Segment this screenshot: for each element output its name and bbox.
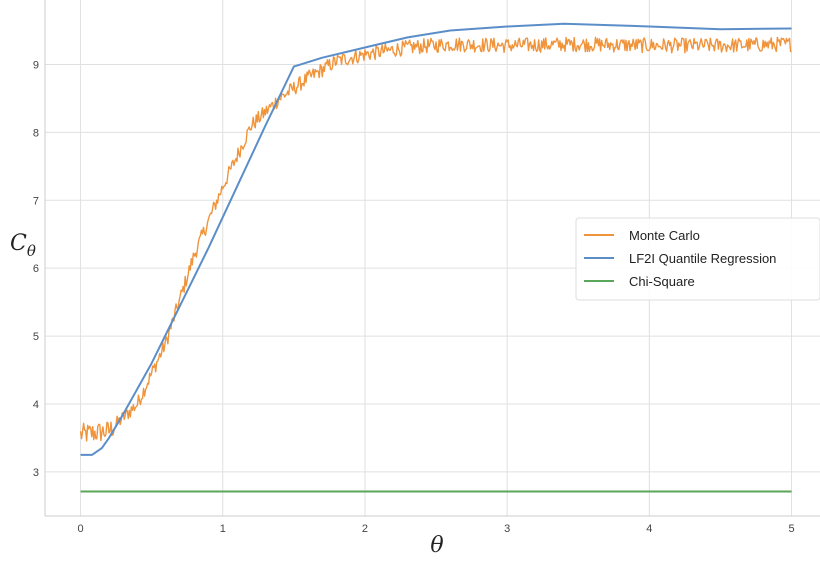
y-axis-label-main: C: [10, 231, 27, 256]
y-tick-label: 8: [33, 127, 39, 139]
legend-label: Monte Carlo: [629, 228, 700, 243]
x-tick-label: 4: [646, 523, 652, 535]
series-layer: [79, 22, 792, 493]
y-tick-label: 6: [33, 263, 39, 275]
legend: Monte Carlo LF2I Quantile Regression Chi-S…: [575, 217, 820, 301]
axes: [44, 0, 820, 517]
legend-box: [575, 217, 820, 301]
series-line-0: [79, 36, 792, 442]
y-tick-label: 4: [33, 399, 39, 411]
ticks: 0 1 2 3 4 5 3 4 5 6 7 8 9: [33, 60, 795, 536]
y-axis-label: Cθ: [10, 231, 36, 260]
x-axis-label: θ: [430, 533, 443, 558]
x-tick-label: 5: [788, 523, 794, 535]
y-tick-label: 3: [33, 467, 39, 479]
x-tick-label: 1: [220, 523, 226, 535]
y-tick-label: 9: [33, 60, 39, 72]
series-line-1: [80, 22, 792, 456]
y-tick-label: 5: [33, 331, 39, 343]
y-axis-label-subscript: θ: [27, 242, 36, 260]
x-tick-label: 2: [362, 523, 368, 535]
legend-label: Chi-Square: [629, 274, 695, 289]
y-tick-label: 7: [33, 195, 39, 207]
x-tick-label: 3: [504, 523, 510, 535]
x-tick-label: 0: [77, 523, 83, 535]
legend-label: LF2I Quantile Regression: [629, 251, 776, 266]
